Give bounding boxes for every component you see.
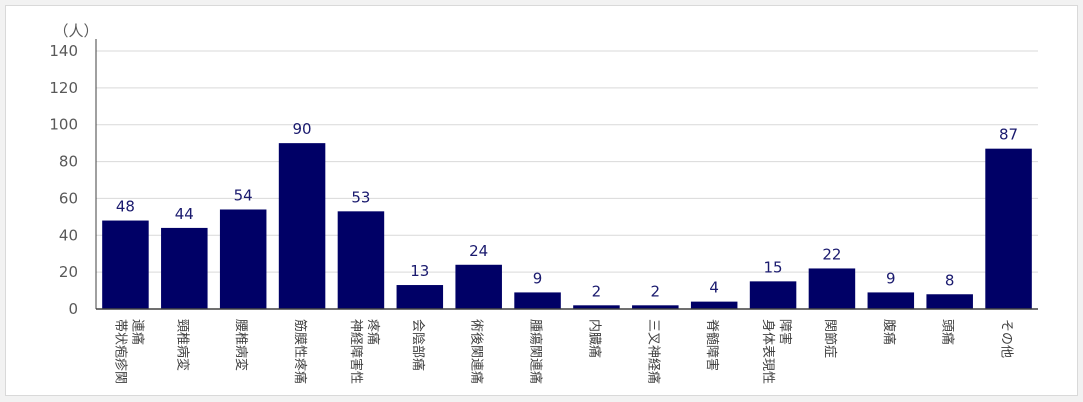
data-label: 22 [822, 245, 841, 263]
data-label: 90 [293, 120, 312, 138]
data-label: 9 [533, 269, 543, 287]
data-label: 9 [886, 269, 896, 287]
y-tick-label: 0 [68, 300, 78, 318]
data-label: 24 [469, 242, 488, 260]
bar [926, 294, 973, 309]
y-tick-label: 60 [59, 189, 78, 207]
x-tick-label: その他 [999, 319, 1014, 358]
bar [337, 211, 385, 309]
y-tick-label: 100 [49, 116, 78, 134]
x-tick-label: 連痛 [129, 319, 145, 345]
x-tick-label: 内臓痛 [586, 319, 602, 358]
bar [749, 281, 797, 309]
x-tick-label: 術後関連痛 [469, 319, 485, 384]
x-tick-label: 身体表現性 [760, 319, 776, 384]
bar [219, 209, 267, 309]
x-tick-label: 関節症 [822, 319, 837, 358]
data-label: 2 [592, 282, 602, 300]
x-tick-label: 頭痛 [940, 319, 956, 345]
bar [278, 143, 326, 309]
y-tick-label: 40 [59, 226, 78, 244]
bar [867, 292, 915, 309]
y-tick-label: 120 [49, 79, 78, 97]
data-label: 8 [945, 271, 955, 289]
bar [102, 220, 149, 309]
y-axis: 0 20 40 60 80 100 120 140 （人） [49, 22, 98, 318]
data-label: 2 [651, 282, 661, 300]
data-label: 53 [351, 188, 370, 206]
x-tick-label: 会陰部痛 [410, 319, 426, 371]
x-tick-label: 三叉神経痛 [645, 319, 661, 384]
y-tick-label: 20 [59, 263, 78, 281]
x-tick-label: 脊髄障害 [704, 319, 720, 371]
bar [632, 305, 679, 309]
x-tick-label: 帯状疱疹関 [112, 319, 128, 384]
bar [396, 285, 444, 309]
bar [985, 148, 1032, 309]
bars [102, 143, 1032, 309]
x-tick-label: 腹痛 [881, 319, 897, 345]
data-label: 15 [764, 258, 783, 276]
bar [808, 268, 856, 309]
bar [690, 301, 738, 309]
data-label: 87 [999, 126, 1018, 144]
y-tick-label: 140 [49, 42, 78, 60]
data-label: 4 [709, 279, 719, 297]
x-tick-label: 疼痛 [365, 319, 381, 345]
x-tick-label: 腰椎病変 [233, 319, 249, 371]
x-tick-label: 頸椎病変 [174, 319, 190, 371]
chart-frame [5, 5, 1078, 396]
bar [455, 264, 502, 309]
data-label: 13 [410, 262, 429, 280]
y-tick-label: 80 [59, 153, 78, 171]
data-label: 44 [175, 205, 194, 223]
data-label: 54 [234, 186, 253, 204]
x-axis: 帯状疱疹関 連痛 頸椎病変 腰椎病変 筋膜性疼痛 神経障害性 疼痛 会陰部痛 術後関連痛 腫瘍関連… [96, 308, 1038, 384]
x-tick-label: 障害 [777, 319, 793, 345]
x-tick-label: 腫瘍関連痛 [528, 319, 544, 384]
bar [514, 292, 561, 309]
x-tick-label: 筋膜性疼痛 [292, 319, 308, 384]
y-unit-label: （人） [53, 22, 98, 40]
x-tick-label: 神経障害性 [348, 319, 364, 384]
bar [161, 227, 208, 309]
bar [573, 305, 620, 309]
data-label: 48 [116, 198, 135, 216]
